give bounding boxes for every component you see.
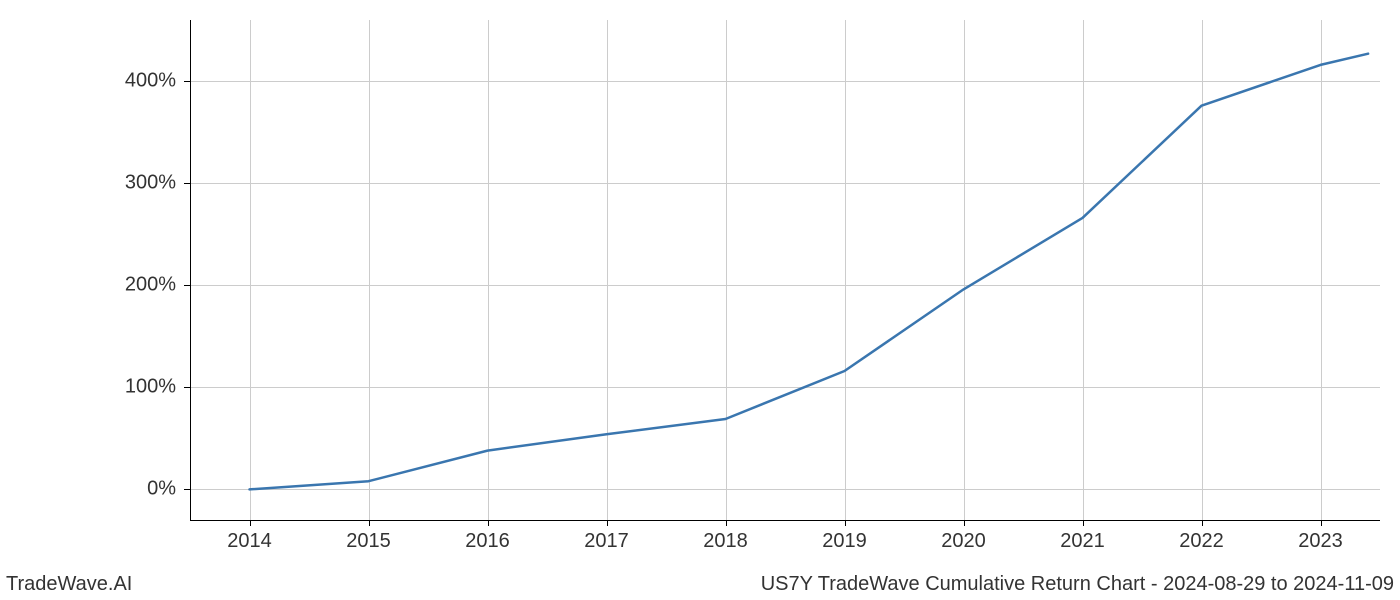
series-line-cumulative-return <box>250 54 1369 490</box>
x-tick-label: 2021 <box>1060 530 1105 553</box>
y-tick-label: 0% <box>147 478 176 501</box>
plot-area: 2014201520162017201820192020202120222023… <box>190 20 1380 520</box>
x-axis-line <box>190 520 1380 521</box>
y-tick-label: 200% <box>125 274 176 297</box>
footer-right-text: US7Y TradeWave Cumulative Return Chart -… <box>761 573 1394 596</box>
x-tick-label: 2017 <box>584 530 629 553</box>
x-tick-label: 2019 <box>822 530 867 553</box>
y-tick-label: 300% <box>125 172 176 195</box>
x-tick-label: 2015 <box>346 530 391 553</box>
footer-left-text: TradeWave.AI <box>6 573 132 596</box>
y-tick-label: 400% <box>125 70 176 93</box>
chart-container: 2014 2015 2016 2017 2018 2019 2020 2021 2022 2023… <box>0 0 1400 600</box>
x-tick-label: 2023 <box>1298 530 1343 553</box>
x-tick-label: 2014 <box>227 530 272 553</box>
y-tick-label: 100% <box>125 376 176 399</box>
x-tick-label: 2018 <box>703 530 748 553</box>
x-tick-label: 2016 <box>465 530 510 553</box>
x-tick-label: 2022 <box>1179 530 1224 553</box>
x-tick-label: 2020 <box>941 530 986 553</box>
line-series-svg <box>190 20 1380 520</box>
